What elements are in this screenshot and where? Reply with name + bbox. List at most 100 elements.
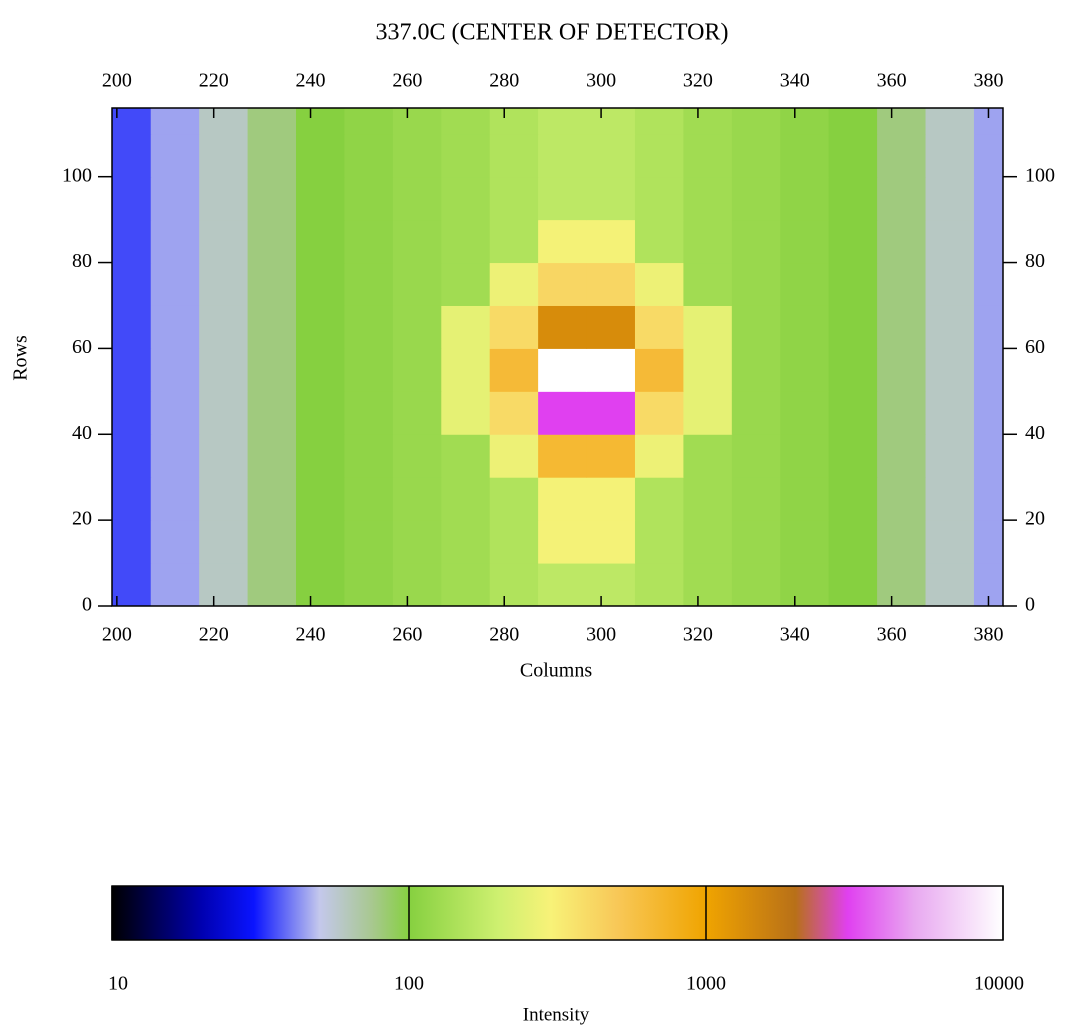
heatmap-cell [296,434,345,478]
heatmap-cell [828,262,878,306]
heatmap-cell [441,434,491,478]
heatmap-cell [150,219,200,264]
heatmap-cell [973,133,1004,178]
x-tick-label: 240 [296,624,326,646]
heatmap-cell [828,391,878,435]
y-tick-label-right: 100 [1025,164,1055,186]
y-tick-label: 40 [72,422,92,444]
heatmap-cell [925,262,975,306]
heatmap-cell [586,477,636,521]
heatmap-cell [731,391,781,435]
heatmap-cell [828,305,878,349]
heatmap-cell [199,305,249,349]
heatmap-cell [586,108,636,135]
heatmap-cell [683,305,733,349]
heatmap-cell [247,434,297,478]
heatmap-cell [731,133,781,178]
chart-title: 337.0C (CENTER OF DETECTOR) [376,20,729,46]
heatmap-cell [731,305,781,349]
heatmap-cell [586,520,636,564]
heatmap-cell [489,434,539,478]
heatmap-cell [489,520,539,564]
heatmap-cell [828,108,878,135]
heatmap-cell [780,563,830,607]
heatmap-cell [392,219,442,264]
heatmap-cell [199,262,249,306]
heatmap-cell [877,348,927,392]
heatmap-cell [586,133,636,178]
heatmap-cell [925,563,975,607]
heatmap-cell [112,348,152,392]
heatmap-cell [683,477,733,521]
heatmap-cell [441,391,491,435]
heatmap-cell [538,520,588,564]
heatmap-cell [441,477,491,521]
y-tick-label: 60 [72,336,92,358]
heatmap-cell [296,133,345,178]
heatmap-cell [925,348,975,392]
x-tick-label: 260 [392,624,422,646]
heatmap-cell [296,348,345,392]
heatmap-cell [247,108,297,135]
heatmap-cell [877,434,927,478]
heatmap-cell [112,133,152,178]
heatmap-cell [780,133,830,178]
heatmap-cell [925,219,975,264]
heatmap-cell [441,133,491,178]
heatmap-cell [296,305,345,349]
x-tick-label-top: 280 [489,70,519,92]
heatmap-cell [344,563,394,607]
heatmap-cell [392,391,442,435]
heatmap-cell [150,563,200,607]
heatmap-cell [344,176,394,221]
y-tick-label: 80 [72,250,92,272]
heatmap-cell [828,133,878,178]
heatmap-cell [489,262,539,306]
heatmap-cell [150,434,200,478]
y-tick-label-right: 20 [1025,508,1045,530]
heatmap-cell [538,563,588,607]
heatmap-cell [392,262,442,306]
heatmap-cell [973,348,1004,392]
heatmap-cell [247,391,297,435]
heatmap-cell [392,520,442,564]
heatmap-cell [150,108,200,135]
heatmap-cell [150,176,200,221]
heatmap-cell [731,348,781,392]
heatmap-cell [634,262,684,306]
plot-frame [111,107,1004,607]
heatmap-cell [634,520,684,564]
heatmap-cell [538,477,588,521]
heatmap-cell [877,108,927,135]
heatmap-cell [392,563,442,607]
x-axis-label: Columns [520,660,592,682]
heatmap-cell [634,133,684,178]
heatmap-cell [780,477,830,521]
heatmap-cell [489,219,539,264]
heatmap-cell [344,434,394,478]
x-tick-label-top: 220 [199,70,229,92]
heatmap-cell [683,262,733,306]
heatmap-cell [828,176,878,221]
heatmap-cell [586,262,636,306]
heatmap-cell [780,305,830,349]
heatmap-cell [247,348,297,392]
heatmap-cell [634,348,684,392]
heatmap-cell [489,133,539,178]
heatmap-cell [199,348,249,392]
x-tick-label: 320 [683,624,713,646]
heatmap-cell [780,391,830,435]
heatmap-cell [441,305,491,349]
heatmap-cell [925,133,975,178]
heatmap-cell [925,477,975,521]
heatmap-cell [150,305,200,349]
heatmap-cell [683,434,733,478]
y-tick-label: 100 [62,164,92,186]
x-tick-label: 280 [489,624,519,646]
y-tick-label-right: 60 [1025,336,1045,358]
x-tick-label-top: 340 [780,70,810,92]
heatmap-cell [538,305,588,349]
heatmap-cell [973,520,1004,564]
heatmap-cell [780,434,830,478]
